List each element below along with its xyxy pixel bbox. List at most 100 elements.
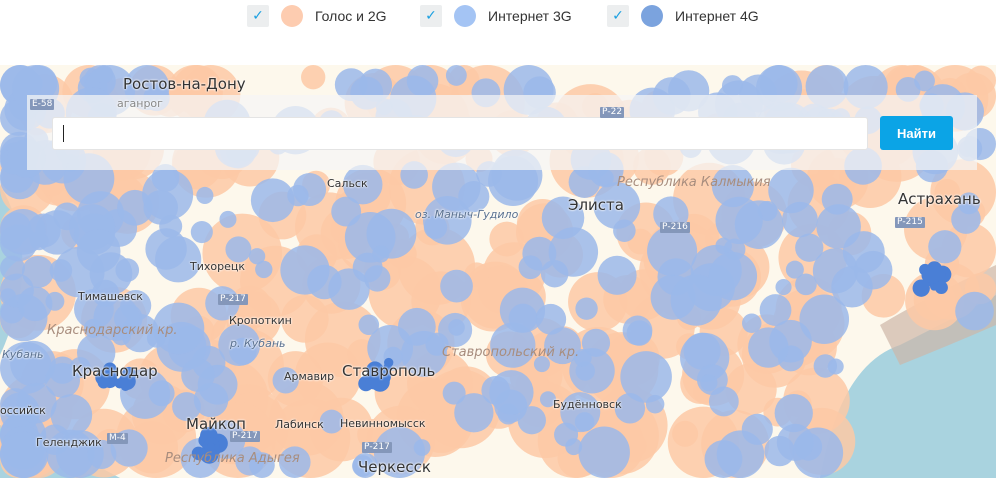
coverage-area-3g bbox=[593, 182, 641, 229]
coverage-area-4g bbox=[912, 279, 930, 297]
region-label: Республика Калмыкия bbox=[617, 175, 771, 190]
coverage-area-3g bbox=[235, 446, 265, 476]
address-search-input[interactable] bbox=[52, 117, 868, 150]
coverage-area-4g bbox=[118, 372, 136, 390]
city-label: Будённовск bbox=[553, 398, 622, 411]
coverage-area-3g bbox=[152, 302, 205, 355]
coverage-area-2g bbox=[966, 65, 996, 96]
coverage-area-3g bbox=[331, 196, 362, 227]
coverage-area-3g bbox=[647, 225, 698, 277]
checkbox-internet-3g[interactable]: ✓ bbox=[420, 5, 442, 27]
coverage-area-3g bbox=[442, 381, 466, 405]
coverage-area-3g bbox=[50, 394, 93, 436]
coverage-area-4g bbox=[370, 372, 390, 392]
city-label: Астрахань bbox=[898, 190, 981, 208]
coverage-area-3g bbox=[670, 274, 722, 326]
coverage-area-3g bbox=[795, 233, 824, 262]
coverage-area-3g bbox=[440, 269, 473, 303]
coverage-area-3g bbox=[613, 219, 636, 242]
coverage-area-3g bbox=[544, 327, 581, 365]
coverage-area-4g bbox=[927, 265, 946, 284]
coverage-area-3g bbox=[831, 266, 873, 308]
road-sign: М-4 bbox=[107, 433, 128, 444]
coverage-area-3g bbox=[490, 322, 536, 368]
coverage-area-3g bbox=[46, 429, 95, 478]
checkbox-internet-4g[interactable]: ✓ bbox=[607, 5, 629, 27]
road-sign: Р-22 bbox=[600, 107, 625, 118]
check-icon: ✓ bbox=[252, 8, 264, 24]
legend-label: Голос и 2G bbox=[315, 8, 387, 24]
water-label: р. Кубань bbox=[230, 337, 286, 350]
legend-item-voice-2g[interactable]: ✓ Голос и 2G bbox=[247, 4, 387, 28]
coverage-area-2g bbox=[930, 159, 996, 225]
coverage-area-3g bbox=[759, 65, 798, 103]
coverage-area-3g bbox=[255, 260, 273, 279]
road-sign: Р-217 bbox=[230, 431, 260, 442]
legend-item-internet-3g[interactable]: ✓ Интернет 3G bbox=[420, 4, 572, 28]
coverage-area-3g bbox=[821, 183, 853, 215]
coverage-area-3g bbox=[560, 392, 601, 433]
coverage-area-3g bbox=[757, 200, 778, 221]
coverage-area-3g bbox=[955, 291, 994, 331]
coverage-area-3g bbox=[0, 208, 46, 255]
coverage-area-3g bbox=[548, 227, 599, 277]
check-icon: ✓ bbox=[612, 8, 624, 24]
coverage-area-3g bbox=[565, 438, 583, 456]
city-label: Геленджик bbox=[36, 436, 102, 449]
coverage-area-3g bbox=[748, 327, 789, 368]
coverage-area-3g bbox=[218, 323, 261, 366]
coverage-area-3g bbox=[620, 351, 672, 403]
coverage-area-3g bbox=[518, 255, 543, 280]
check-icon: ✓ bbox=[425, 8, 437, 24]
coverage-area-3g bbox=[76, 333, 116, 372]
city-label: Майкоп bbox=[186, 415, 246, 433]
coverage-legend: ✓ Голос и 2G ✓ Интернет 3G ✓ Интернет 4G bbox=[0, 0, 996, 65]
coverage-area-3g bbox=[448, 319, 465, 336]
coverage-area-3g bbox=[508, 303, 538, 333]
search-button[interactable]: Найти bbox=[880, 116, 953, 150]
coverage-area-3g bbox=[373, 426, 426, 478]
coverage-area-3g bbox=[597, 255, 637, 295]
coverage-area-3g bbox=[278, 446, 311, 478]
coverage-area-3g bbox=[142, 169, 194, 221]
coverage-area-4g bbox=[103, 362, 117, 377]
coverage-area-3g bbox=[708, 252, 758, 301]
coverage-area-3g bbox=[539, 391, 556, 408]
coverage-area-3g bbox=[17, 286, 53, 322]
coverage-area-3g bbox=[533, 356, 550, 373]
region-label: Республика Адыгея bbox=[165, 451, 300, 466]
coverage-area-3g bbox=[708, 386, 739, 417]
city-label: Ставрополь bbox=[342, 362, 436, 380]
coverage-area-3g bbox=[94, 65, 114, 84]
coverage-area-3g bbox=[364, 265, 391, 292]
coverage-area-3g bbox=[622, 315, 653, 346]
coverage-area-3g bbox=[742, 313, 762, 333]
city-label: Краснодар bbox=[72, 362, 158, 380]
road-sign: Р-217 bbox=[362, 442, 392, 453]
coverage-area-3g bbox=[785, 260, 804, 279]
coverage-area-3g bbox=[181, 358, 215, 392]
road-sign: Р-216 bbox=[660, 222, 690, 233]
coverage-area-3g bbox=[155, 236, 202, 283]
text-caret bbox=[63, 125, 64, 142]
coverage-area-3g bbox=[575, 297, 598, 320]
coverage-area-4g bbox=[206, 442, 216, 451]
coverage-area-3g bbox=[250, 178, 295, 223]
coverage-area-3g bbox=[715, 237, 732, 255]
coverage-area-3g bbox=[352, 452, 378, 478]
coverage-area-3g bbox=[489, 370, 534, 415]
coverage-area-3g bbox=[358, 314, 380, 336]
legend-label: Интернет 3G bbox=[488, 8, 572, 24]
checkbox-voice-2g[interactable]: ✓ bbox=[247, 5, 269, 27]
coverage-area-3g bbox=[423, 215, 448, 240]
road-sign: Р-217 bbox=[218, 294, 248, 305]
coverage-area-3g bbox=[432, 162, 481, 211]
coverage-area-3g bbox=[454, 393, 494, 433]
region-label: Краснодарский кр. bbox=[47, 323, 178, 338]
legend-item-internet-4g[interactable]: ✓ Интернет 4G bbox=[607, 4, 759, 28]
city-label: Невинномысск bbox=[340, 417, 426, 430]
city-label: Сальск bbox=[327, 177, 368, 190]
coverage-area-3g bbox=[741, 413, 773, 445]
coverage-area-3g bbox=[196, 186, 214, 205]
city-label: Кропоткин bbox=[229, 314, 292, 327]
